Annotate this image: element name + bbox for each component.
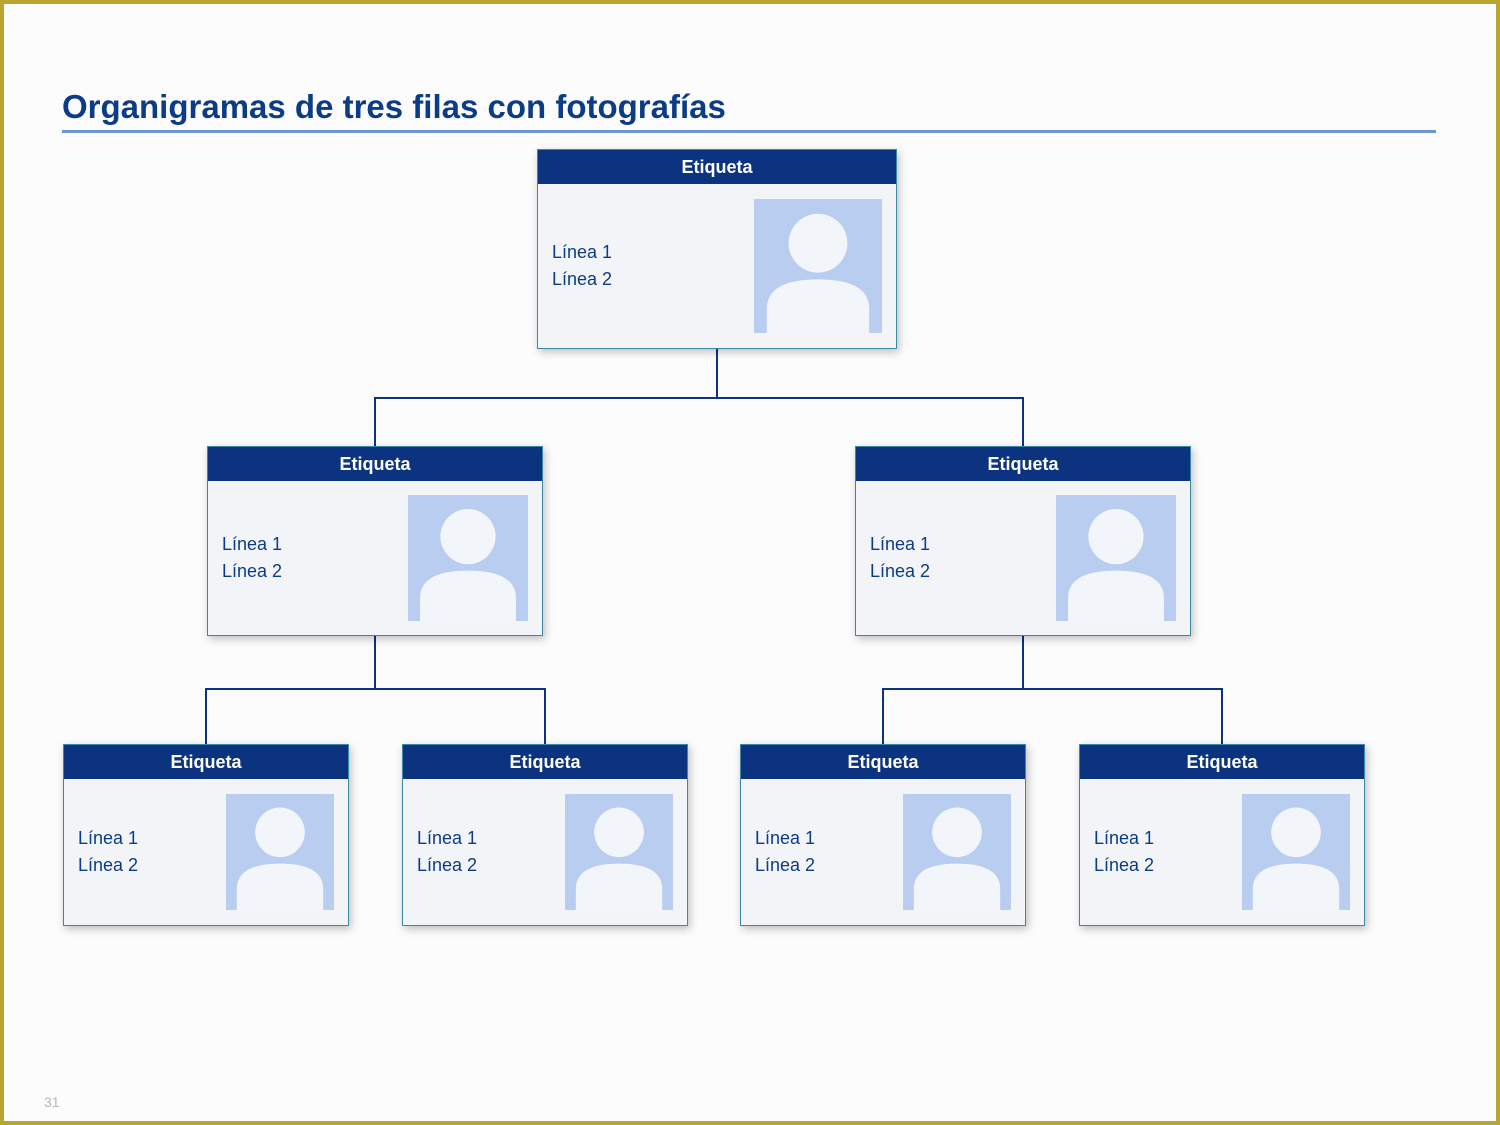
- org-node-line1: Línea 1: [755, 828, 893, 849]
- connector-segment: [544, 688, 546, 744]
- org-node-text: Línea 1 Línea 2: [417, 828, 555, 876]
- person-placeholder-icon: [903, 794, 1011, 910]
- title-underline: [62, 130, 1436, 133]
- org-node-line1: Línea 1: [417, 828, 555, 849]
- org-node-line1: Línea 1: [552, 242, 744, 263]
- connector-segment: [1022, 397, 1024, 446]
- org-node-body: Línea 1 Línea 2: [1080, 779, 1364, 925]
- org-node-line1: Línea 1: [870, 534, 1046, 555]
- org-node-text: Línea 1 Línea 2: [755, 828, 893, 876]
- org-node-b4: Etiqueta Línea 1 Línea 2: [1079, 744, 1365, 926]
- org-node-body: Línea 1 Línea 2: [64, 779, 348, 925]
- org-node-body: Línea 1 Línea 2: [856, 481, 1190, 635]
- org-node-text: Línea 1 Línea 2: [1094, 828, 1232, 876]
- org-node-header: Etiqueta: [741, 745, 1025, 779]
- org-node-line2: Línea 2: [1094, 855, 1232, 876]
- slide-title: Organigramas de tres filas con fotografí…: [62, 88, 726, 126]
- org-node-m2: Etiqueta Línea 1 Línea 2: [855, 446, 1191, 636]
- org-node-text: Línea 1 Línea 2: [870, 534, 1046, 582]
- person-placeholder-icon: [226, 794, 334, 910]
- org-node-line1: Línea 1: [222, 534, 398, 555]
- org-node-b2: Etiqueta Línea 1 Línea 2: [402, 744, 688, 926]
- org-node-text: Línea 1 Línea 2: [222, 534, 398, 582]
- org-node-header: Etiqueta: [208, 447, 542, 481]
- connector-segment: [1221, 688, 1223, 744]
- org-node-m1: Etiqueta Línea 1 Línea 2: [207, 446, 543, 636]
- page-number: 31: [44, 1094, 60, 1110]
- org-node-header: Etiqueta: [538, 150, 896, 184]
- org-node-body: Línea 1 Línea 2: [208, 481, 542, 635]
- org-node-line2: Línea 2: [870, 561, 1046, 582]
- connector-segment: [206, 688, 545, 690]
- org-node-b1: Etiqueta Línea 1 Línea 2: [63, 744, 349, 926]
- org-node-line2: Línea 2: [222, 561, 398, 582]
- org-node-text: Línea 1 Línea 2: [552, 242, 744, 290]
- org-node-line2: Línea 2: [417, 855, 555, 876]
- org-node-line2: Línea 2: [755, 855, 893, 876]
- person-placeholder-icon: [1242, 794, 1350, 910]
- org-node-root: Etiqueta Línea 1 Línea 2: [537, 149, 897, 349]
- connector-segment: [882, 688, 884, 744]
- connector-segment: [716, 349, 718, 397]
- org-node-text: Línea 1 Línea 2: [78, 828, 216, 876]
- person-placeholder-icon: [754, 199, 882, 333]
- connector-segment: [883, 688, 1222, 690]
- org-node-header: Etiqueta: [1080, 745, 1364, 779]
- org-node-b3: Etiqueta Línea 1 Línea 2: [740, 744, 1026, 926]
- person-placeholder-icon: [565, 794, 673, 910]
- org-node-body: Línea 1 Línea 2: [741, 779, 1025, 925]
- org-node-header: Etiqueta: [856, 447, 1190, 481]
- org-node-body: Línea 1 Línea 2: [403, 779, 687, 925]
- connector-segment: [205, 688, 207, 744]
- org-node-header: Etiqueta: [64, 745, 348, 779]
- org-chart-canvas: Organigramas de tres filas con fotografí…: [0, 0, 1500, 1125]
- connector-segment: [375, 397, 1023, 399]
- org-node-line2: Línea 2: [78, 855, 216, 876]
- connector-segment: [1022, 636, 1024, 688]
- org-node-line1: Línea 1: [1094, 828, 1232, 849]
- connector-segment: [374, 397, 376, 446]
- person-placeholder-icon: [1056, 495, 1176, 621]
- org-node-body: Línea 1 Línea 2: [538, 184, 896, 348]
- person-placeholder-icon: [408, 495, 528, 621]
- org-node-line2: Línea 2: [552, 269, 744, 290]
- connector-segment: [374, 636, 376, 688]
- org-node-line1: Línea 1: [78, 828, 216, 849]
- org-node-header: Etiqueta: [403, 745, 687, 779]
